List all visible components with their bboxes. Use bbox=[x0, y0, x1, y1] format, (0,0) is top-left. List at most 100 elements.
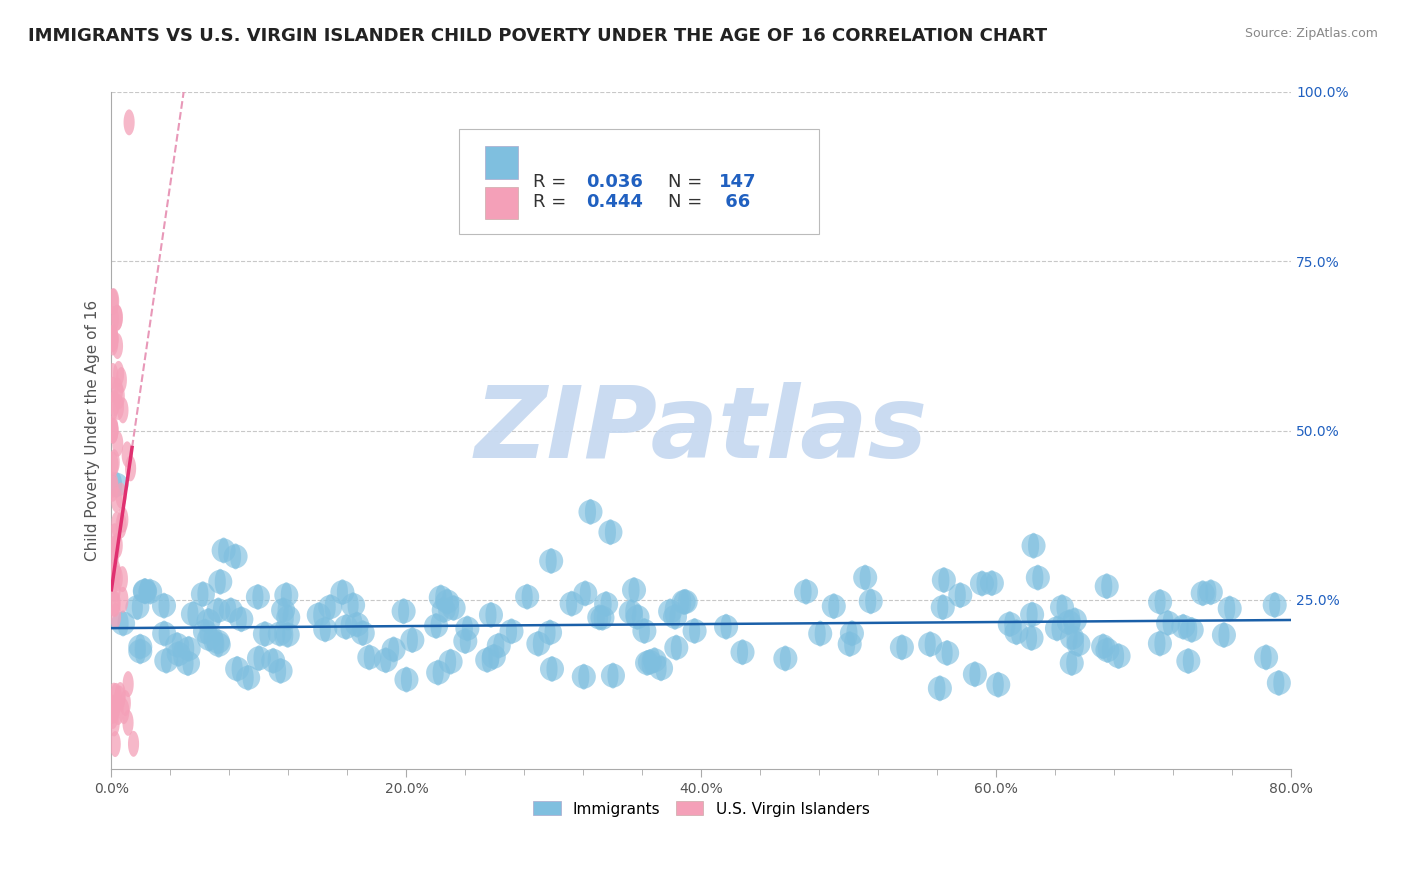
Point bbox=[588, 610, 610, 624]
Point bbox=[595, 597, 617, 611]
Point bbox=[225, 549, 247, 564]
Point bbox=[107, 400, 129, 414]
Point bbox=[270, 664, 292, 678]
Point bbox=[1097, 643, 1119, 657]
Point bbox=[683, 624, 706, 638]
Point bbox=[155, 654, 177, 668]
Point bbox=[153, 626, 176, 640]
Point bbox=[110, 373, 132, 387]
Point bbox=[650, 661, 672, 675]
Point bbox=[838, 637, 860, 651]
Point bbox=[111, 403, 134, 417]
Legend: Immigrants, U.S. Virgin Islanders: Immigrants, U.S. Virgin Islanders bbox=[527, 796, 876, 822]
Point bbox=[932, 600, 955, 615]
Point bbox=[436, 594, 458, 608]
Point bbox=[1157, 615, 1180, 630]
Point bbox=[319, 600, 342, 615]
Point bbox=[194, 624, 217, 639]
Point bbox=[1173, 620, 1195, 634]
Point bbox=[1149, 595, 1171, 609]
Point bbox=[427, 665, 450, 680]
Point bbox=[859, 594, 882, 608]
Point bbox=[936, 646, 959, 660]
Point bbox=[574, 586, 596, 600]
Point bbox=[1063, 613, 1085, 627]
Point bbox=[1005, 625, 1028, 640]
Point bbox=[579, 505, 602, 519]
Point bbox=[166, 638, 188, 652]
Point bbox=[932, 573, 955, 587]
Point bbox=[574, 586, 596, 600]
Point bbox=[112, 616, 135, 631]
Point bbox=[110, 518, 132, 533]
Point bbox=[1092, 640, 1115, 654]
Point bbox=[262, 654, 284, 668]
Point bbox=[277, 628, 299, 642]
Point bbox=[108, 691, 131, 706]
Point bbox=[101, 458, 124, 472]
Point bbox=[591, 611, 613, 625]
Text: 0.036: 0.036 bbox=[586, 173, 643, 191]
Point bbox=[105, 517, 128, 532]
Point bbox=[561, 597, 583, 611]
Point bbox=[1108, 649, 1130, 664]
Point bbox=[579, 505, 602, 519]
Point bbox=[591, 611, 613, 625]
Point bbox=[382, 642, 405, 657]
Point bbox=[153, 599, 176, 613]
Point bbox=[225, 549, 247, 564]
Point bbox=[672, 595, 695, 609]
Point bbox=[139, 584, 162, 599]
Text: R =: R = bbox=[533, 173, 572, 191]
Point bbox=[112, 704, 135, 718]
Point bbox=[346, 617, 368, 632]
Point bbox=[1108, 649, 1130, 664]
Point bbox=[209, 574, 232, 589]
Point bbox=[253, 627, 276, 641]
Point bbox=[319, 600, 342, 615]
Point bbox=[101, 421, 124, 435]
Point bbox=[477, 653, 499, 667]
Point bbox=[1095, 579, 1118, 593]
Point bbox=[101, 383, 124, 397]
Point bbox=[538, 625, 561, 640]
Point bbox=[714, 620, 737, 634]
Point bbox=[114, 696, 136, 710]
Point bbox=[105, 492, 128, 507]
Point bbox=[1268, 676, 1291, 690]
Point bbox=[262, 654, 284, 668]
Point bbox=[1254, 650, 1277, 665]
Point bbox=[1046, 622, 1069, 636]
Point bbox=[454, 634, 477, 648]
Point bbox=[198, 632, 221, 646]
Point bbox=[110, 489, 132, 503]
Point bbox=[167, 647, 190, 661]
Point bbox=[1268, 676, 1291, 690]
Point bbox=[276, 588, 298, 602]
Point bbox=[853, 571, 876, 585]
Point bbox=[110, 688, 132, 702]
Point bbox=[1022, 539, 1045, 553]
Y-axis label: Child Poverty Under the Age of 16: Child Poverty Under the Age of 16 bbox=[86, 300, 100, 561]
Point bbox=[219, 603, 242, 617]
Point bbox=[1191, 586, 1213, 600]
Point bbox=[644, 653, 666, 667]
Point bbox=[177, 656, 200, 670]
Point bbox=[443, 601, 465, 615]
FancyBboxPatch shape bbox=[485, 146, 519, 178]
Point bbox=[374, 653, 396, 667]
Point bbox=[987, 678, 1010, 692]
Point bbox=[197, 614, 219, 628]
Point bbox=[212, 543, 235, 558]
Point bbox=[208, 638, 231, 652]
Point bbox=[129, 644, 152, 658]
Point bbox=[101, 332, 124, 346]
Point bbox=[209, 574, 232, 589]
Point bbox=[212, 543, 235, 558]
Point bbox=[207, 634, 229, 648]
Point bbox=[101, 368, 124, 383]
Point bbox=[1173, 620, 1195, 634]
Point bbox=[1181, 623, 1204, 637]
Point bbox=[479, 607, 502, 622]
Point bbox=[103, 541, 125, 556]
